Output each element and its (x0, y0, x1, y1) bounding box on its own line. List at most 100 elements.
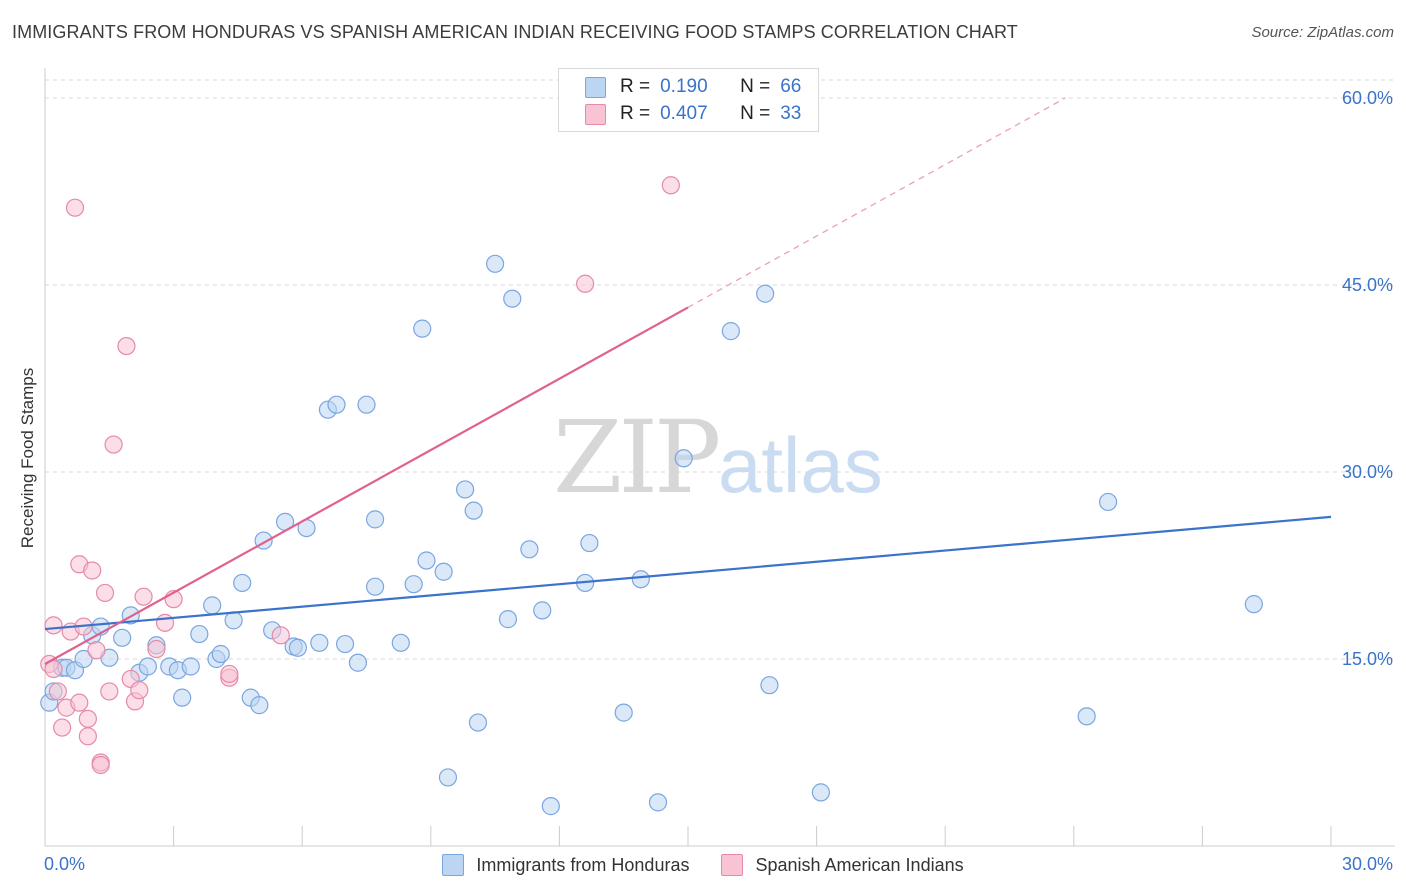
data-point-honduras (74, 649, 93, 669)
data-point-honduras (327, 395, 346, 414)
legend-row-blue: R = 0.190 N = 66 (585, 75, 801, 99)
series-legend: Immigrants from Honduras Spanish America… (0, 852, 1406, 878)
data-point-spanish-american (117, 336, 136, 356)
legend-item-spanish-american: Spanish American Indians (721, 854, 964, 876)
legend-swatch-blue (585, 76, 606, 98)
data-point-honduras (310, 633, 329, 652)
data-point-honduras (1244, 595, 1263, 614)
source-label: Source: ZipAtlas.com (1251, 24, 1394, 41)
data-point-honduras (138, 657, 157, 676)
data-point-spanish-american (271, 626, 290, 645)
trend-line (44, 306, 689, 665)
legend-r-label: R = (620, 76, 651, 97)
legend-r-label: R = (620, 103, 651, 124)
data-point-spanish-american (48, 682, 67, 701)
data-point-spanish-american (44, 616, 63, 635)
data-point-honduras (211, 644, 230, 664)
data-point-spanish-american (87, 641, 106, 660)
data-point-honduras (468, 713, 488, 732)
data-point-honduras (464, 501, 483, 520)
y-tick-label: 60.0% (1342, 88, 1393, 108)
x-tick-label: 0.0% (44, 854, 85, 874)
data-point-honduras (335, 634, 355, 654)
data-point-honduras (173, 688, 192, 707)
data-point-honduras (391, 633, 410, 652)
legend-swatch-pink (585, 103, 606, 125)
legend-item-honduras: Immigrants from Honduras (442, 854, 689, 876)
data-point-honduras (438, 768, 458, 787)
data-point-honduras (203, 596, 222, 615)
y-axis-label: Receiving Food Stamps (18, 367, 37, 549)
trend-line (44, 515, 1332, 631)
data-point-honduras (181, 657, 200, 676)
data-point-honduras (224, 611, 243, 630)
legend-swatch-blue (442, 854, 465, 876)
chart-title: IMMIGRANTS FROM HONDURAS VS SPANISH AMER… (12, 22, 1018, 42)
data-point-honduras (288, 638, 308, 657)
data-point-honduras (614, 703, 633, 722)
data-point-spanish-american (104, 435, 123, 454)
data-point-honduras (721, 322, 740, 341)
legend-label: Spanish American Indians (755, 854, 964, 875)
data-point-honduras (357, 395, 376, 414)
data-point-honduras (413, 319, 432, 338)
legend-n-value: 66 (780, 76, 802, 97)
data-point-honduras (233, 573, 252, 593)
y-tick-label: 45.0% (1342, 275, 1393, 295)
data-point-spanish-american (70, 693, 89, 712)
data-point-spanish-american (220, 664, 239, 684)
data-point-spanish-american (155, 613, 175, 632)
data-point-spanish-american (100, 682, 119, 701)
watermark-atlas: atlas (718, 421, 883, 509)
data-point-honduras (434, 562, 453, 581)
data-point-spanish-american (78, 709, 97, 728)
data-point-honduras (417, 551, 436, 570)
y-tick-label: 15.0% (1342, 649, 1393, 669)
data-point-honduras (113, 628, 132, 647)
correlation-legend: R = 0.190 N = 66 R = 0.407 N = 33 (558, 68, 819, 132)
legend-r-value: 0.190 (660, 76, 708, 97)
data-point-honduras (404, 575, 423, 594)
data-point-honduras (533, 601, 552, 620)
data-point-spanish-american (83, 561, 102, 580)
trend-line-extension (687, 97, 1066, 309)
data-point-honduras (365, 510, 385, 529)
legend-row-pink: R = 0.407 N = 33 (585, 102, 801, 126)
data-point-spanish-american (147, 639, 166, 659)
data-point-honduras (811, 783, 830, 802)
data-point-honduras (580, 533, 599, 553)
data-point-spanish-american (91, 755, 110, 775)
data-point-honduras (1098, 492, 1118, 512)
legend-r-value: 0.407 (660, 103, 708, 124)
data-point-honduras (756, 284, 775, 303)
data-point-spanish-american (78, 727, 97, 746)
data-point-spanish-american (95, 583, 115, 603)
data-point-honduras (348, 653, 368, 672)
data-point-honduras (1077, 707, 1096, 726)
data-point-honduras (520, 540, 539, 559)
data-point-honduras (648, 793, 668, 812)
data-point-spanish-american (130, 681, 149, 700)
data-point-spanish-american (661, 176, 680, 195)
legend-swatch-pink (721, 854, 744, 876)
legend-label: Immigrants from Honduras (476, 854, 690, 875)
data-point-honduras (190, 624, 209, 644)
data-point-spanish-american (576, 274, 595, 293)
data-point-honduras (455, 480, 475, 499)
y-tick-label: 30.0% (1342, 462, 1393, 482)
legend-n-value: 33 (780, 103, 802, 124)
legend-n-label: N = (740, 76, 771, 97)
legend-n-label: N = (740, 103, 771, 124)
data-point-honduras (250, 696, 269, 715)
data-point-honduras (631, 570, 650, 589)
data-point-honduras (498, 610, 518, 629)
data-point-honduras (365, 577, 385, 596)
data-point-honduras (486, 254, 505, 273)
data-point-spanish-american (53, 718, 72, 737)
data-point-spanish-american (65, 198, 85, 217)
data-point-honduras (503, 289, 522, 308)
data-point-honduras (674, 449, 693, 468)
data-point-spanish-american (134, 587, 153, 606)
data-point-honduras (541, 797, 560, 816)
